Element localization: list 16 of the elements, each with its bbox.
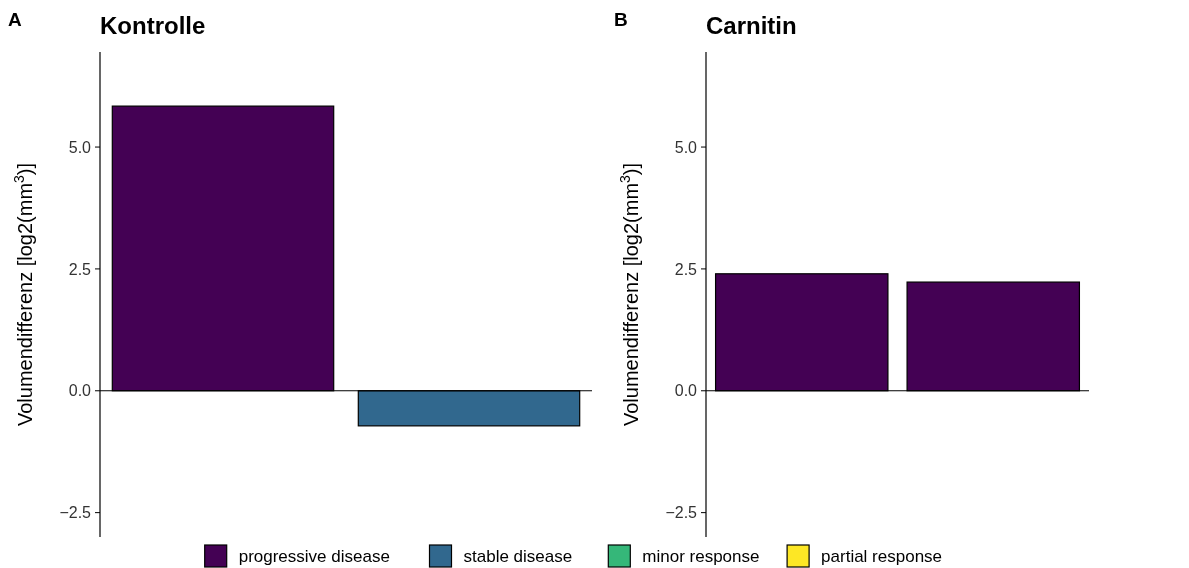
y-tick-label: 5.0 [68,138,92,156]
y-tick-label: −2.5 [665,504,698,522]
y-tick-label: −2.5 [59,504,92,522]
y-tick-label: 2.5 [674,260,698,278]
chart-title: Carnitin [706,12,797,39]
legend-label: stable disease [463,547,573,566]
chart-title: Kontrolle [100,12,206,39]
y-tick-label: 2.5 [68,260,92,278]
legend-label: progressive disease [238,547,390,566]
y-tick-label: 5.0 [674,138,698,156]
legend-label: partial response [821,547,943,566]
text: B [614,9,628,30]
legend-label: minor response [642,547,760,566]
y-tick-label: 0.0 [674,382,698,400]
y-tick-label: 0.0 [68,382,92,400]
text: A [8,9,22,30]
